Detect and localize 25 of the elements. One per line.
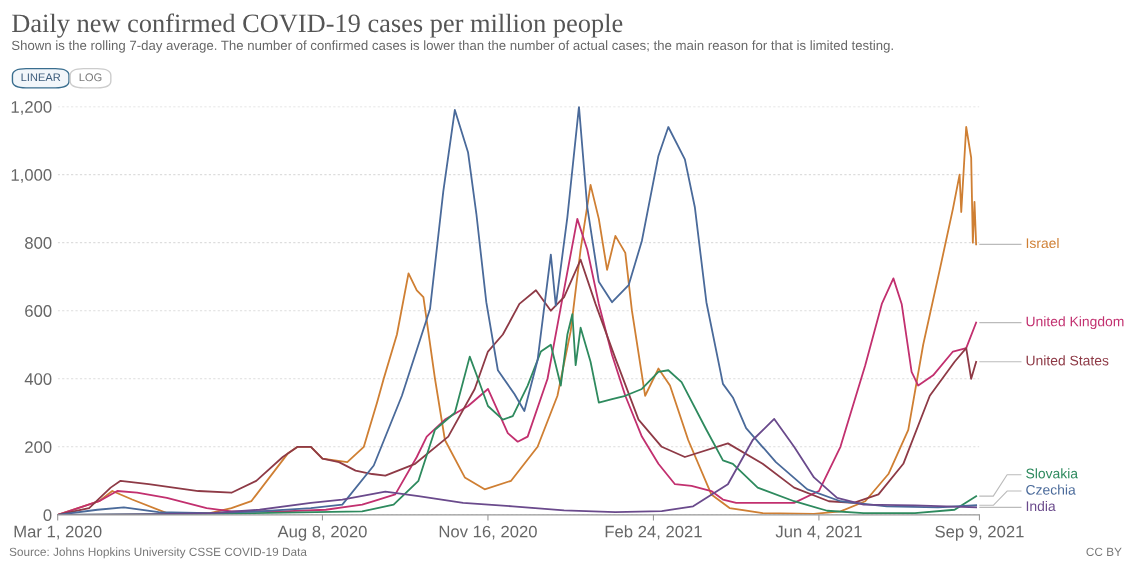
chart-subtitle: Shown is the rolling 7-day average. The number of confirmed cases is lower than the number of actual cases; the main reason for that is limited testing. (11, 40, 893, 53)
y-tick-label: 0 (43, 509, 52, 522)
text: CC BY (1086, 547, 1122, 556)
chart-title: Daily new confirmed COVID-19 cases per million people (12, 13, 623, 38)
text: Czechia (1026, 484, 1076, 495)
y-tick-label: 400 (24, 373, 52, 385)
text: United States (1026, 355, 1109, 366)
text: Israel (1026, 237, 1059, 249)
y-tick-label: 1,200 (11, 101, 52, 115)
x-tick-label: Jun 4, 2021 (775, 525, 862, 540)
source-note: Source: Johns Hopkins University CSSE COVID-19 Data (9, 547, 307, 559)
y-tick-label: 600 (25, 305, 52, 317)
x-tick-label: Aug 8, 2020 (277, 525, 367, 541)
x-tick-label: Sep 9, 2021 (935, 525, 1024, 541)
text: Slovakia (1026, 468, 1079, 479)
y-tick-label: 200 (25, 441, 52, 453)
x-tick-label: Nov 16, 2020 (439, 525, 537, 540)
x-tick-label: Mar 1, 2020 (14, 525, 102, 540)
y-tick-label: 1,000 (11, 169, 52, 183)
text: United Kingdom (1026, 316, 1124, 330)
y-tick-label: 800 (25, 237, 52, 249)
text: LOG (79, 73, 102, 82)
text: India (1026, 500, 1056, 512)
x-tick-label: Feb 24, 2021 (605, 525, 702, 540)
text: LINEAR (21, 73, 61, 82)
